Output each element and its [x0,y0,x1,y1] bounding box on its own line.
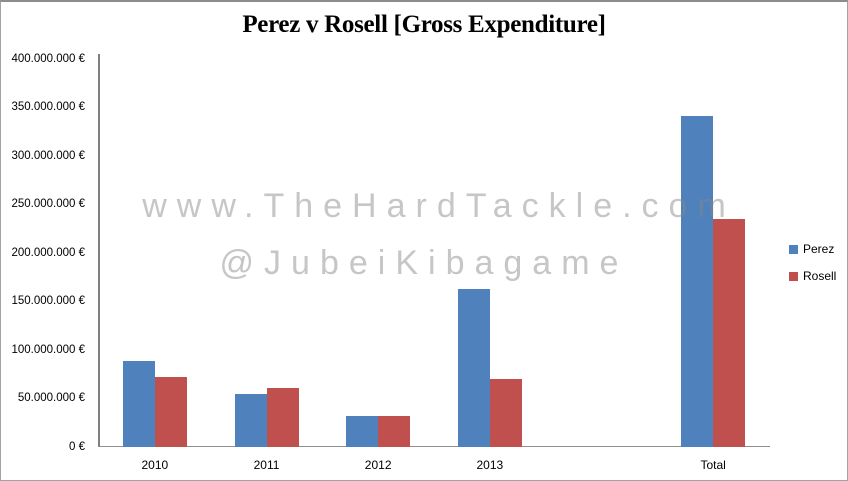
legend-item-perez: Perez [789,242,836,256]
y-tick-label: 400.000.000 € [11,53,85,65]
bar-perez-2013 [457,288,490,447]
legend-item-rosell: Rosell [789,269,836,283]
bar-rosell-total [713,218,746,447]
y-tick-label: 350.000.000 € [11,101,85,114]
bar-rosell-2010 [154,376,187,447]
y-tick-label: 150.000.000 € [11,295,85,308]
y-tick-label: 50.000.000 € [17,392,85,405]
legend-label: Rosell [803,269,837,283]
bar-perez-total [681,116,714,447]
category-label-2011: 2011 [253,458,280,472]
bar-perez-2011 [234,394,267,447]
x-axis-line [98,446,770,447]
legend-swatch-icon [789,244,798,254]
category-label-total: Total [700,458,726,472]
y-tick-label: 250.000.000 € [11,198,85,211]
legend: Perez Rosell [789,242,836,296]
legend-label: Perez [803,242,835,256]
bar-rosell-2012 [378,416,411,447]
bar-rosell-2011 [266,388,299,447]
y-axis-line [98,54,100,447]
category-label-2010: 2010 [141,458,169,472]
watermark-twitter-handle: @JubeiKibagame [219,244,629,282]
legend-swatch-icon [789,271,798,281]
y-tick-label: 300.000.000 € [11,149,85,162]
bar-rosell-2013 [489,378,522,447]
y-tick-label: 200.000.000 € [11,246,85,259]
bar-perez-2010 [122,361,155,447]
y-tick-label: 100.000.000 € [11,343,85,356]
watermark-site-url: www.TheHardTackle.com [142,187,736,225]
bar-perez-2012 [346,415,379,447]
category-label-2013: 2013 [476,458,504,472]
chart-title: Perez v Rosell [Gross Expenditure] [242,11,606,38]
category-label-2012: 2012 [364,458,392,472]
y-tick-label: 0 € [69,440,85,453]
